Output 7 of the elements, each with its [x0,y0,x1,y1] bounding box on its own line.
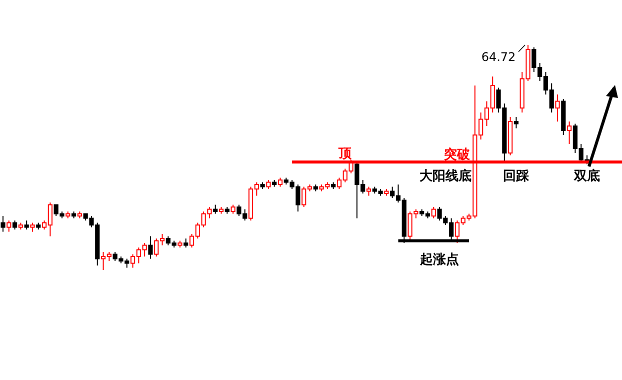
annotation: 突破 [444,148,470,163]
annotation: 顶 [338,146,352,162]
annotation: 64.72 [481,50,516,64]
annotation: 回踩 [503,169,530,184]
annotation: 大阳线底 [419,169,472,184]
annotation: 双底 [574,169,600,184]
annotation: 起涨点 [420,252,460,268]
